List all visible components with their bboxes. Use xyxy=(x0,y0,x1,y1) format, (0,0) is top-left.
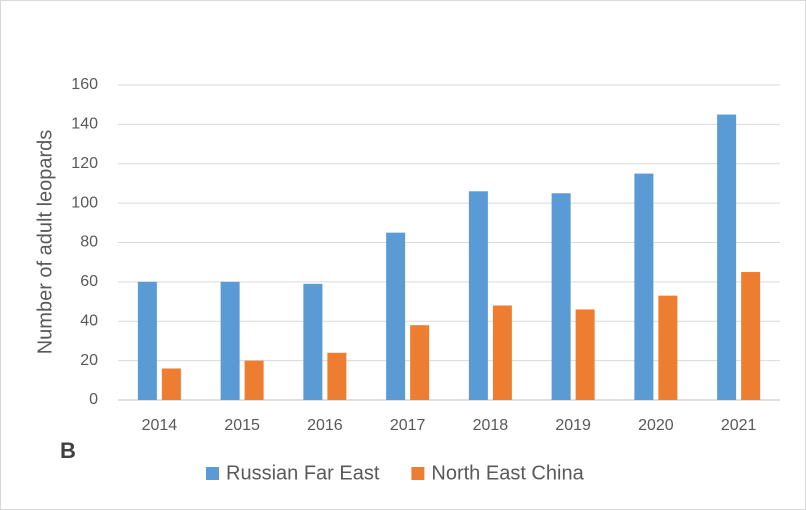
bar xyxy=(327,352,347,400)
y-tick-label: 20 xyxy=(80,352,98,369)
y-tick-label: 140 xyxy=(71,116,98,133)
x-tick-label: 2014 xyxy=(142,417,178,434)
bar xyxy=(468,191,488,400)
x-tick-label: 2018 xyxy=(473,417,509,434)
y-tick-label: 120 xyxy=(71,155,98,172)
bar xyxy=(717,114,737,400)
y-tick-label: 100 xyxy=(71,194,98,211)
y-axis-label: Number of adult leopards xyxy=(34,130,56,355)
bar xyxy=(492,305,512,400)
y-tick-label: 0 xyxy=(89,391,98,408)
bar xyxy=(410,325,430,400)
bar xyxy=(741,272,761,400)
legend-swatch xyxy=(206,467,219,480)
bar xyxy=(161,368,181,400)
legend-label: North East China xyxy=(431,462,584,484)
bar xyxy=(658,295,678,400)
x-tick-label: 2016 xyxy=(307,417,343,434)
panel-label: B xyxy=(60,438,76,463)
y-tick-label: 160 xyxy=(71,76,98,93)
x-tick-label: 2015 xyxy=(224,417,260,434)
legend-swatch xyxy=(411,467,425,480)
bar xyxy=(634,173,654,400)
x-tick-label: 2019 xyxy=(555,417,591,434)
bar xyxy=(137,281,157,400)
bar xyxy=(303,283,323,400)
y-tick-label: 40 xyxy=(80,312,98,329)
legend-label: Russian Far East xyxy=(226,462,380,484)
x-tick-label: 2020 xyxy=(638,417,674,434)
y-tick-label: 60 xyxy=(80,273,98,290)
y-tick-label: 80 xyxy=(80,234,98,251)
x-tick-label: 2021 xyxy=(721,417,757,434)
bar xyxy=(386,232,406,400)
bar xyxy=(575,309,595,400)
bar xyxy=(244,360,264,400)
bar xyxy=(551,193,571,400)
bar xyxy=(220,281,240,400)
x-tick-label: 2017 xyxy=(390,417,426,434)
